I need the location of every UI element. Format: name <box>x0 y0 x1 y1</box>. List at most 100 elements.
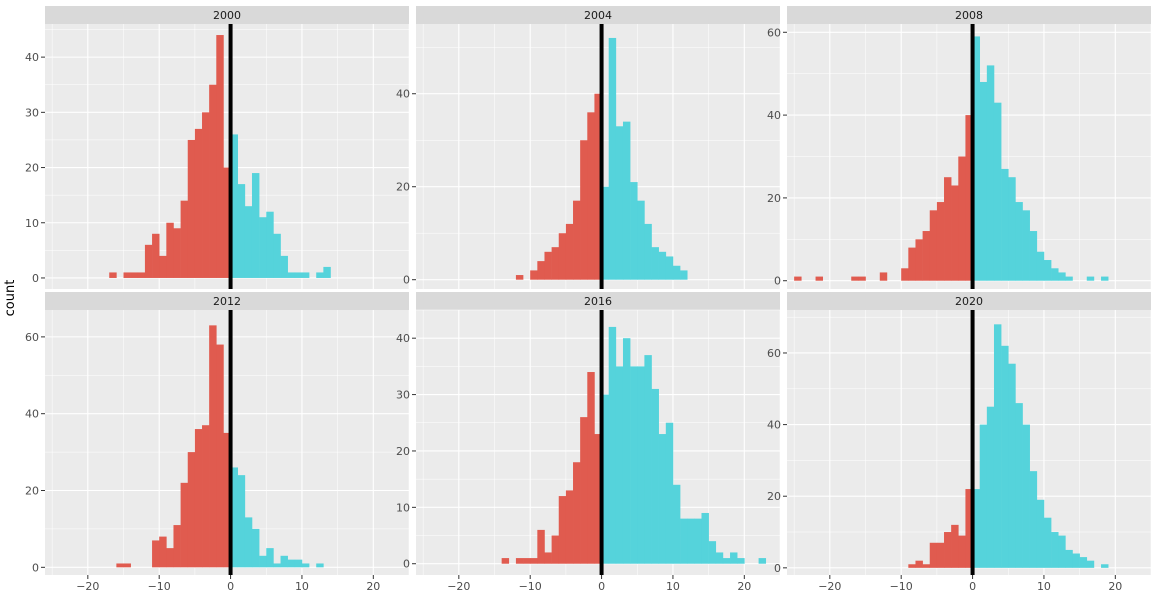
histogram-bar <box>680 518 688 564</box>
facet-strip <box>45 6 409 24</box>
histogram-bar <box>273 233 281 278</box>
histogram-bar <box>965 115 973 281</box>
x-tick-label: 20 <box>737 580 751 593</box>
histogram-bar <box>530 558 538 564</box>
histogram-bar <box>1022 424 1030 568</box>
histogram-bar <box>237 184 246 278</box>
y-axis-title: count <box>3 280 18 317</box>
facet-strip-label: 2000 <box>213 9 241 22</box>
histogram-bar <box>287 559 296 568</box>
facet-strip-label: 2004 <box>584 9 612 22</box>
histogram-bar <box>908 564 916 568</box>
histogram-bar <box>665 422 674 564</box>
histogram-bar <box>622 338 631 564</box>
histogram-bar <box>986 406 995 568</box>
y-tick-label: 0 <box>32 272 39 285</box>
histogram-bar <box>166 548 174 568</box>
histogram-bar <box>908 247 916 281</box>
y-tick-label: 60 <box>25 331 39 344</box>
facet-strip-label: 2012 <box>213 295 241 308</box>
histogram-bar <box>701 512 709 564</box>
y-tick-label: 40 <box>25 51 39 64</box>
histogram-bar <box>280 255 288 278</box>
histogram-bar <box>644 355 652 564</box>
histogram-bar <box>1086 560 1095 568</box>
histogram-bar <box>273 563 281 568</box>
histogram-bar <box>936 542 945 568</box>
histogram-bar <box>1036 251 1045 281</box>
y-tick-label: 20 <box>25 162 39 175</box>
histogram-bar <box>294 272 303 278</box>
x-tick-label: 10 <box>1037 580 1051 593</box>
histogram-bar <box>537 261 545 280</box>
histogram-bar <box>1043 517 1052 568</box>
x-tick-label: −10 <box>148 580 171 593</box>
histogram-bar <box>244 206 253 278</box>
histogram-bar <box>251 173 260 278</box>
histogram-bar <box>251 528 260 568</box>
histogram-bar <box>644 223 652 280</box>
histogram-bar <box>216 344 224 568</box>
facet-strip <box>416 292 780 310</box>
histogram-bar <box>665 256 674 280</box>
histogram-bar <box>1072 553 1080 568</box>
histogram-bar <box>637 200 645 280</box>
histogram-bar <box>958 156 966 281</box>
histogram-bar <box>687 518 695 564</box>
histogram-bar <box>237 475 246 568</box>
histogram-bar <box>544 552 552 564</box>
histogram-bar <box>722 558 731 564</box>
x-tick-label: −10 <box>890 580 913 593</box>
histogram-bar <box>544 251 552 280</box>
histogram-bar <box>944 177 952 281</box>
histogram-bar <box>144 244 153 278</box>
histogram-bar <box>929 542 938 568</box>
y-tick-label: 0 <box>403 558 410 571</box>
x-tick-label: −20 <box>818 580 841 593</box>
histogram-bar <box>130 272 139 278</box>
histogram-bar <box>694 518 702 564</box>
histogram-bar <box>972 489 981 568</box>
x-tick-label: 20 <box>366 580 380 593</box>
histogram-bar <box>979 424 988 568</box>
histogram-bar <box>194 429 203 568</box>
histogram-bar <box>244 517 253 568</box>
y-tick-label: 40 <box>396 88 410 101</box>
histogram-bar <box>658 434 667 564</box>
x-tick-label: 0 <box>969 580 976 593</box>
histogram-bar <box>580 417 588 564</box>
histogram-bar <box>929 210 938 281</box>
histogram-bar <box>915 239 923 281</box>
histogram-bar <box>737 558 745 564</box>
x-tick-label: 10 <box>295 580 309 593</box>
histogram-bar <box>202 425 210 568</box>
histogram-bar <box>615 126 624 280</box>
histogram-bar <box>951 524 959 568</box>
histogram-bar <box>680 270 688 280</box>
histogram-bar <box>280 555 288 568</box>
histogram-bar <box>986 65 995 281</box>
histogram-bar <box>530 270 538 280</box>
facet-strip <box>787 6 1151 24</box>
histogram-bar <box>1051 268 1059 281</box>
histogram-bar <box>180 200 189 278</box>
y-tick-label: 20 <box>396 445 410 458</box>
histogram-bar <box>901 268 909 281</box>
histogram-bar <box>1043 260 1052 281</box>
histogram-bar <box>630 366 638 564</box>
y-tick-label: 30 <box>396 389 410 402</box>
histogram-bar <box>537 529 545 564</box>
histogram-bar <box>266 548 274 568</box>
histogram-bar <box>194 128 203 278</box>
facet-strip-label: 2020 <box>955 295 983 308</box>
histogram-bar <box>915 560 923 568</box>
histogram-bar <box>515 558 524 564</box>
y-tick-label: 40 <box>767 109 781 122</box>
histogram-bar <box>951 185 959 281</box>
histogram-bar <box>152 540 160 568</box>
histogram-bar <box>230 467 239 568</box>
histogram-bar <box>730 552 738 564</box>
histogram-bar <box>1065 549 1073 568</box>
